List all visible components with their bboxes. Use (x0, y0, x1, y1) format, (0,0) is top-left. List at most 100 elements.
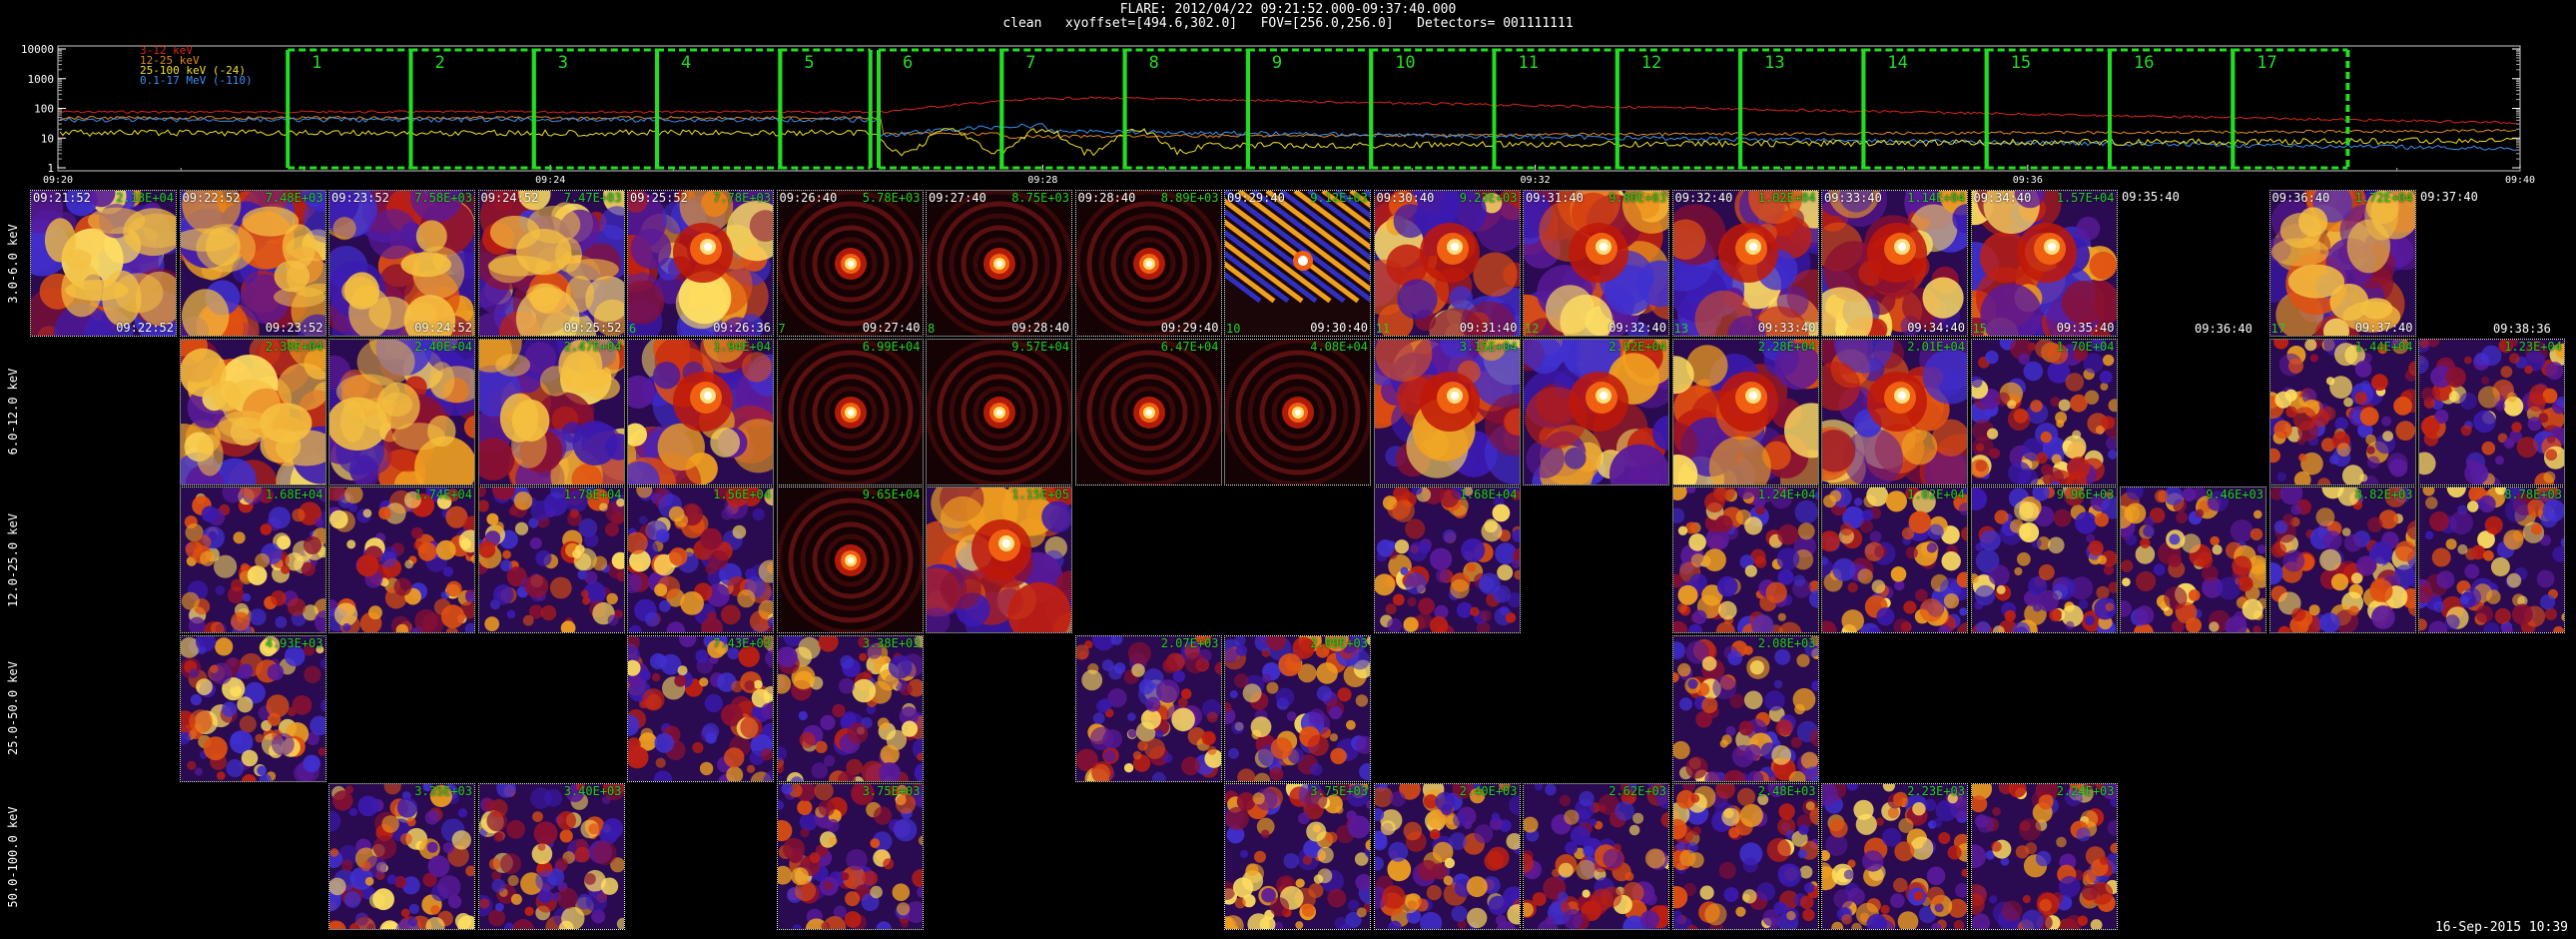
image-pixel-blob (284, 645, 306, 666)
image-pixel-blob (1283, 853, 1299, 869)
image-pixel-blob (1919, 598, 1944, 622)
image-pixel-blob (792, 924, 802, 929)
interval-number-label: 7 (778, 322, 786, 336)
image-pixel-blob (1463, 487, 1473, 496)
image-pixel-blob (1380, 820, 1396, 836)
image-pixel-blob (2121, 600, 2132, 617)
image-pixel-blob (1472, 252, 1518, 297)
image-cell: 09:30:40 9.23E+03 09:31:40 (1373, 190, 1521, 337)
image-pixel-blob (1723, 887, 1738, 903)
image-pixel-blob (1443, 875, 1453, 886)
image-pixel-blob (464, 622, 474, 632)
image-pixel-blob (356, 339, 415, 386)
image-pixel-blob (384, 502, 406, 524)
image-pixel-blob (1110, 374, 1187, 451)
image-pixel-blob (287, 597, 306, 616)
image-pixel-blob (1685, 487, 1695, 493)
image-pixel-blob (767, 616, 773, 628)
clean-image (1524, 784, 1668, 929)
image-pixel-blob (644, 611, 660, 627)
image-pixel-blob (392, 422, 445, 451)
image-pixel-blob (114, 273, 164, 314)
image-pixel-blob (1912, 489, 1936, 513)
image-pixel-blob (1439, 339, 1471, 359)
image-pixel-blob (1792, 687, 1815, 711)
image-pixel-blob (537, 842, 545, 851)
image-pixel-blob (1853, 497, 1863, 506)
image-pixel-blob (862, 870, 878, 886)
image-pixel-blob (2036, 589, 2059, 612)
image-pixel-blob (1237, 191, 1370, 293)
image-pixel-blob (1316, 661, 1338, 684)
clean-image (180, 635, 325, 781)
image-pixel-blob (1822, 850, 1830, 861)
cell-end-time: 09:30:40 (1310, 321, 1368, 335)
image-pixel-blob (2065, 620, 2074, 630)
image-pixel-blob (858, 652, 867, 661)
interval-number-label: 15 (1972, 322, 1987, 336)
image-pixel-blob (724, 746, 745, 768)
image-pixel-blob (2484, 515, 2503, 534)
cell-max-flux: 3.35E+03 (414, 784, 472, 798)
image-pixel-blob (221, 487, 245, 503)
image-pixel-blob (878, 761, 901, 781)
image-pixel-blob (429, 784, 452, 807)
image-pixel-blob (1494, 542, 1517, 565)
clean-image (31, 191, 176, 336)
image-pixel-blob (1295, 878, 1305, 888)
image-pixel-blob (1776, 523, 1798, 545)
image-pixel-blob (393, 577, 412, 596)
image-pixel-blob (1426, 885, 1442, 901)
clean-image (1822, 191, 1967, 336)
image-pixel-blob (491, 487, 515, 500)
image-pixel-blob (1127, 641, 1151, 665)
image-pixel-blob (2406, 520, 2415, 540)
image-pixel-blob (499, 853, 521, 875)
image-cell: 3.75E+03 (776, 783, 924, 930)
image-pixel-blob (1101, 658, 1114, 671)
image-pixel-blob (2035, 452, 2048, 464)
image-pixel-blob (1225, 250, 1290, 304)
image-pixel-blob (454, 913, 472, 929)
image-pixel-blob (628, 375, 655, 409)
image-pixel-blob (495, 784, 516, 798)
image-pixel-blob (1875, 817, 1884, 826)
interval-number: 11 (1519, 53, 1539, 73)
image-pixel-blob (2054, 411, 2067, 424)
image-pixel-blob (2309, 353, 2318, 363)
image-pixel-blob (758, 559, 773, 583)
image-pixel-blob (2143, 525, 2156, 537)
image-pixel-blob (1080, 669, 1102, 690)
image-cell: 09:22:52 7.48E+03 09:23:52 (179, 190, 326, 337)
image-pixel-blob (2099, 856, 2109, 865)
image-pixel-blob (2330, 573, 2348, 591)
image-pixel-blob (845, 848, 868, 871)
image-pixel-blob (1177, 696, 1188, 707)
image-pixel-blob (1776, 547, 1799, 570)
image-cell: 2.40E+04 (328, 338, 475, 485)
image-pixel-blob (702, 722, 720, 740)
image-pixel-blob (445, 505, 468, 528)
image-pixel-blob (329, 848, 339, 857)
image-pixel-blob (1675, 842, 1685, 851)
image-pixel-blob (1742, 857, 1758, 873)
image-pixel-blob (844, 891, 860, 907)
image-pixel-blob (2500, 365, 2513, 378)
image-pixel-blob (1326, 831, 1338, 844)
image-pixel-blob (777, 745, 787, 761)
image-pixel-blob (2209, 621, 2220, 632)
image-pixel-blob (2392, 396, 2412, 416)
clean-image (329, 191, 474, 336)
image-pixel-blob (1876, 607, 1895, 626)
image-pixel-blob (1603, 848, 1623, 869)
image-pixel-blob (2481, 441, 2496, 455)
image-pixel-blob (1354, 852, 1369, 866)
image-pixel-blob (1269, 766, 1284, 781)
image-cell: 9.65E+04 (776, 486, 924, 633)
image-pixel-blob (2038, 563, 2055, 580)
image-pixel-blob (1986, 428, 1998, 440)
image-pixel-blob (1376, 539, 1394, 557)
image-pixel-blob (1620, 789, 1636, 805)
image-cell: 3.35E+03 (328, 783, 475, 930)
image-pixel-blob (2176, 511, 2189, 524)
